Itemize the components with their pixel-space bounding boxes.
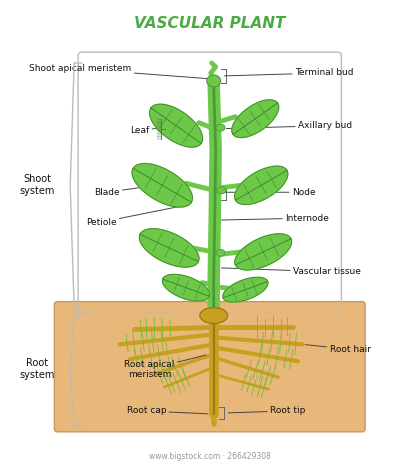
Ellipse shape [216,124,225,131]
Ellipse shape [200,307,227,323]
Polygon shape [235,234,292,270]
Text: Root cap: Root cap [127,407,208,415]
Text: Root hair: Root hair [306,345,370,354]
Polygon shape [232,100,279,138]
Text: Axillary bud: Axillary bud [227,121,352,130]
Text: Petiole: Petiole [86,206,183,227]
Ellipse shape [217,187,226,194]
Text: Node: Node [224,188,316,197]
Polygon shape [150,104,203,147]
Text: Blade: Blade [94,186,153,197]
Text: Shoot apical meristem: Shoot apical meristem [29,64,209,78]
Text: Vascular tissue: Vascular tissue [222,267,361,276]
Text: Leaf: Leaf [130,123,196,135]
Text: www.bigstock.com · 266429308: www.bigstock.com · 266429308 [149,452,271,461]
Text: Shoot
system: Shoot system [20,174,55,196]
Text: Root
system: Root system [20,359,55,380]
FancyBboxPatch shape [54,302,365,432]
Polygon shape [234,166,288,204]
Polygon shape [223,277,268,302]
Text: Root tip: Root tip [228,407,306,415]
Polygon shape [139,229,199,267]
Text: Internode: Internode [222,213,329,223]
Ellipse shape [216,250,225,256]
Polygon shape [132,164,192,207]
Ellipse shape [207,75,221,87]
Text: VASCULAR PLANT: VASCULAR PLANT [134,16,285,31]
Polygon shape [163,274,209,301]
Text: Terminal bud: Terminal bud [224,69,353,78]
Text: Root apical
meristem: Root apical meristem [124,355,206,379]
